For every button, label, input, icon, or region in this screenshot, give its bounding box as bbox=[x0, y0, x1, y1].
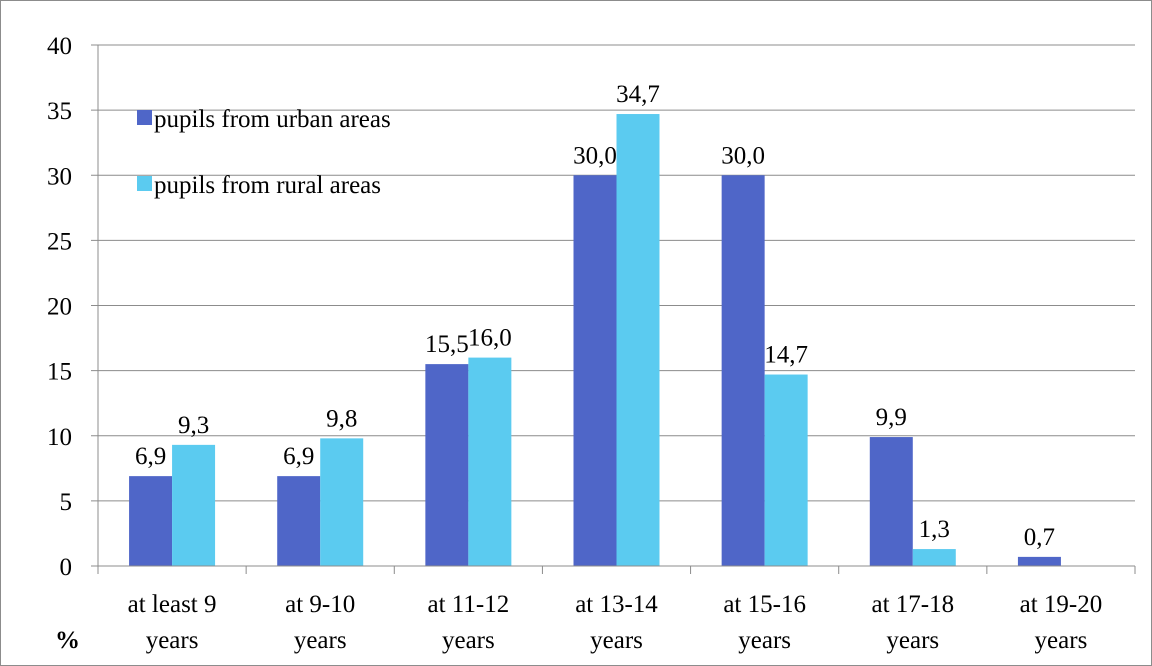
y-axis-ticks: 0 5 10 15 20 25 30 35 40 bbox=[47, 33, 72, 581]
data-label: 34,7 bbox=[616, 81, 660, 108]
legend-swatch bbox=[137, 110, 152, 125]
bar-rural bbox=[320, 438, 364, 566]
bar-urban bbox=[277, 476, 321, 566]
x-tick-label: years bbox=[1035, 627, 1088, 654]
y-tick-label: 20 bbox=[47, 294, 72, 321]
data-label: 0,7 bbox=[1024, 524, 1055, 551]
x-tick-label: at 19-20 bbox=[1020, 591, 1103, 618]
x-tick-label: years bbox=[294, 627, 347, 654]
data-label: 6,9 bbox=[135, 443, 166, 470]
bar-urban bbox=[425, 364, 469, 566]
y-tick-label: 30 bbox=[47, 163, 72, 190]
bar-urban bbox=[721, 175, 765, 566]
axes bbox=[91, 44, 1136, 574]
data-label: 14,7 bbox=[764, 342, 808, 369]
legend-label: pupils from urban areas bbox=[154, 106, 391, 133]
y-tick-label: 35 bbox=[47, 98, 72, 125]
data-label: 6,9 bbox=[283, 443, 314, 470]
x-tick-label: at 11-12 bbox=[428, 591, 510, 618]
data-label: 1,3 bbox=[919, 516, 950, 543]
bar-urban bbox=[573, 175, 617, 566]
bar-urban bbox=[129, 476, 173, 566]
legend-swatch bbox=[137, 176, 152, 191]
x-tick-label: years bbox=[146, 627, 199, 654]
legend-label: pupils from rural areas bbox=[154, 172, 381, 199]
bar-rural bbox=[172, 444, 216, 566]
y-tick-label: 40 bbox=[47, 33, 72, 60]
bar-rural bbox=[616, 114, 660, 566]
data-labels: 6,9 6,9 15,5 30,0 30,0 9,9 0,7 9,3 9,8 16,0 34,7 14… bbox=[135, 81, 1055, 551]
x-tick-label: years bbox=[442, 627, 495, 654]
bar-urban bbox=[1017, 556, 1061, 566]
x-tick-label: at 9-10 bbox=[285, 591, 355, 618]
y-tick-label: 10 bbox=[47, 424, 72, 451]
legend: pupils from urban areas pupils from rural… bbox=[137, 106, 391, 199]
x-tick-label: years bbox=[886, 627, 939, 654]
y-tick-label: 15 bbox=[47, 359, 72, 386]
x-tick-label: at 15-16 bbox=[723, 591, 806, 618]
data-label: 9,8 bbox=[326, 405, 357, 432]
bar-urban bbox=[869, 437, 913, 566]
y-tick-label: 5 bbox=[60, 489, 73, 516]
data-label: 30,0 bbox=[721, 142, 765, 169]
y-tick-label: 25 bbox=[47, 228, 72, 255]
x-tick-label: at least 9 bbox=[128, 591, 217, 618]
bar-rural bbox=[912, 549, 956, 566]
data-label: 30,0 bbox=[573, 142, 617, 169]
x-tick-label: years bbox=[738, 627, 791, 654]
data-label: 16,0 bbox=[468, 325, 512, 352]
bar-rural bbox=[468, 357, 512, 566]
y-axis-label: % bbox=[55, 627, 80, 654]
y-tick-label: 0 bbox=[60, 554, 73, 581]
x-axis-ticks: at least 9 years at 9-10 years at 11-12 years… bbox=[128, 591, 1103, 654]
data-label: 15,5 bbox=[425, 331, 469, 358]
x-tick-label: at 13-14 bbox=[575, 591, 658, 618]
x-tick-label: at 17-18 bbox=[871, 591, 954, 618]
bar-rural bbox=[764, 374, 808, 566]
x-tick-label: years bbox=[590, 627, 643, 654]
bars bbox=[129, 114, 1061, 566]
data-label: 9,3 bbox=[178, 412, 209, 439]
data-label: 9,9 bbox=[876, 404, 907, 431]
